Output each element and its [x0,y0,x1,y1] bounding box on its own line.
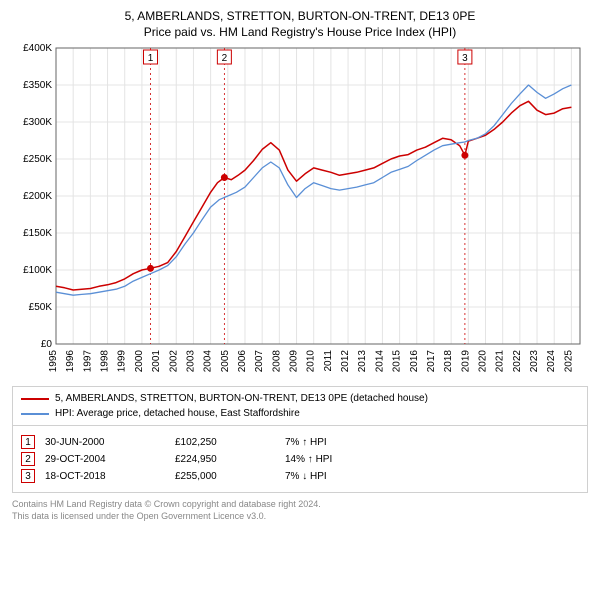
svg-text:2024: 2024 [546,350,557,373]
chart-area: £0 £50K £100K £150K £200K £250K £300K £350K £400… [12,40,588,380]
svg-text:2002: 2002 [168,350,179,373]
events-table: 1 30-JUN-2000 £102,250 7% ↑ HPI 2 29-OCT-2004… [12,426,588,493]
title-line-1: 5, AMBERLANDS, STRETTON, BURTON-ON-TRENT… [12,8,588,24]
legend-label: 5, AMBERLANDS, STRETTON, BURTON-ON-TRENT… [55,391,428,406]
svg-text:1999: 1999 [117,350,128,373]
svg-text:2016: 2016 [409,350,420,373]
svg-text:2011: 2011 [323,350,334,372]
svg-text:2018: 2018 [443,350,454,373]
chart-title: 5, AMBERLANDS, STRETTON, BURTON-ON-TRENT… [12,8,588,40]
legend-swatch [21,413,49,415]
svg-text:1996: 1996 [65,350,76,373]
footer-attribution: Contains HM Land Registry data © Crown c… [12,499,588,522]
event-price: £255,000 [175,471,275,482]
event-marker: 2 [21,452,35,466]
legend-box: 5, AMBERLANDS, STRETTON, BURTON-ON-TRENT… [12,386,588,426]
event-pct: 7% ↑ HPI [285,437,579,448]
event-marker: 3 [21,469,35,483]
event-date: 29-OCT-2004 [45,454,165,465]
svg-text:1997: 1997 [82,350,93,373]
svg-text:2017: 2017 [426,350,437,373]
svg-text:2013: 2013 [357,350,368,373]
svg-text:2010: 2010 [306,350,317,373]
svg-text:£200K: £200K [23,191,52,202]
svg-text:2021: 2021 [495,350,506,373]
svg-text:2022: 2022 [512,350,523,373]
chart-container: 5, AMBERLANDS, STRETTON, BURTON-ON-TRENT… [0,0,600,531]
svg-text:£300K: £300K [23,117,52,128]
event-date: 18-OCT-2018 [45,471,165,482]
svg-text:2009: 2009 [289,350,300,373]
footer-line-2: This data is licensed under the Open Gov… [12,511,588,523]
line-chart-svg: £0 £50K £100K £150K £200K £250K £300K £350K £400… [12,40,588,380]
legend-swatch [21,398,49,400]
title-line-2: Price paid vs. HM Land Registry's House … [12,24,588,40]
svg-text:1998: 1998 [100,350,111,373]
svg-text:2019: 2019 [460,350,471,373]
svg-text:2014: 2014 [374,350,385,373]
svg-text:2023: 2023 [529,350,540,373]
svg-text:£250K: £250K [23,154,52,165]
legend-label: HPI: Average price, detached house, East… [55,406,300,421]
footer-line-1: Contains HM Land Registry data © Crown c… [12,499,588,511]
svg-text:2008: 2008 [271,350,282,373]
svg-text:£50K: £50K [29,302,53,313]
svg-text:2020: 2020 [478,350,489,373]
svg-text:2: 2 [222,53,228,64]
svg-text:1: 1 [148,53,154,64]
svg-text:£350K: £350K [23,80,52,91]
svg-text:3: 3 [462,53,468,64]
svg-text:£400K: £400K [23,43,52,54]
svg-text:2005: 2005 [220,350,231,373]
event-price: £224,950 [175,454,275,465]
svg-text:2003: 2003 [185,350,196,373]
event-marker: 1 [21,435,35,449]
svg-text:£100K: £100K [23,265,52,276]
svg-text:2006: 2006 [237,350,248,373]
event-date: 30-JUN-2000 [45,437,165,448]
svg-text:2000: 2000 [134,350,145,373]
svg-text:2015: 2015 [392,350,403,373]
svg-text:2004: 2004 [203,350,214,373]
event-row: 2 29-OCT-2004 £224,950 14% ↑ HPI [21,452,579,466]
event-pct: 14% ↑ HPI [285,454,579,465]
legend-row: 5, AMBERLANDS, STRETTON, BURTON-ON-TRENT… [21,391,579,406]
svg-text:2001: 2001 [151,350,162,373]
legend-row: HPI: Average price, detached house, East… [21,406,579,421]
svg-text:2025: 2025 [563,350,574,373]
svg-text:1995: 1995 [48,350,59,373]
event-row: 3 18-OCT-2018 £255,000 7% ↓ HPI [21,469,579,483]
svg-text:2007: 2007 [254,350,265,373]
event-pct: 7% ↓ HPI [285,471,579,482]
svg-text:2012: 2012 [340,350,351,373]
event-price: £102,250 [175,437,275,448]
svg-text:£0: £0 [41,339,53,350]
svg-text:£150K: £150K [23,228,52,239]
event-row: 1 30-JUN-2000 £102,250 7% ↑ HPI [21,435,579,449]
